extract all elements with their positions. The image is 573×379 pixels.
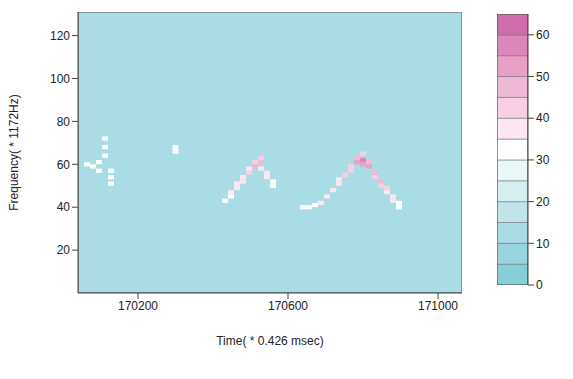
svg-text:80: 80 xyxy=(57,115,71,129)
svg-text:60: 60 xyxy=(57,158,71,172)
svg-text:20: 20 xyxy=(57,243,71,257)
svg-text:Time( * 0.426 msec): Time( * 0.426 msec) xyxy=(216,334,324,348)
svg-text:171000: 171000 xyxy=(418,299,458,313)
svg-text:120: 120 xyxy=(50,29,70,43)
svg-text:20: 20 xyxy=(536,195,550,209)
svg-text:100: 100 xyxy=(50,72,70,86)
svg-text:170600: 170600 xyxy=(268,299,308,313)
svg-text:60: 60 xyxy=(536,28,550,42)
svg-text:30: 30 xyxy=(536,153,550,167)
svg-text:40: 40 xyxy=(57,200,71,214)
svg-text:40: 40 xyxy=(536,111,550,125)
svg-text:Frequency( * 1172Hz): Frequency( * 1172Hz) xyxy=(7,94,21,211)
svg-text:0: 0 xyxy=(536,278,543,292)
svg-text:170200: 170200 xyxy=(118,299,158,313)
svg-text:50: 50 xyxy=(536,70,550,84)
svg-text:10: 10 xyxy=(536,237,550,251)
